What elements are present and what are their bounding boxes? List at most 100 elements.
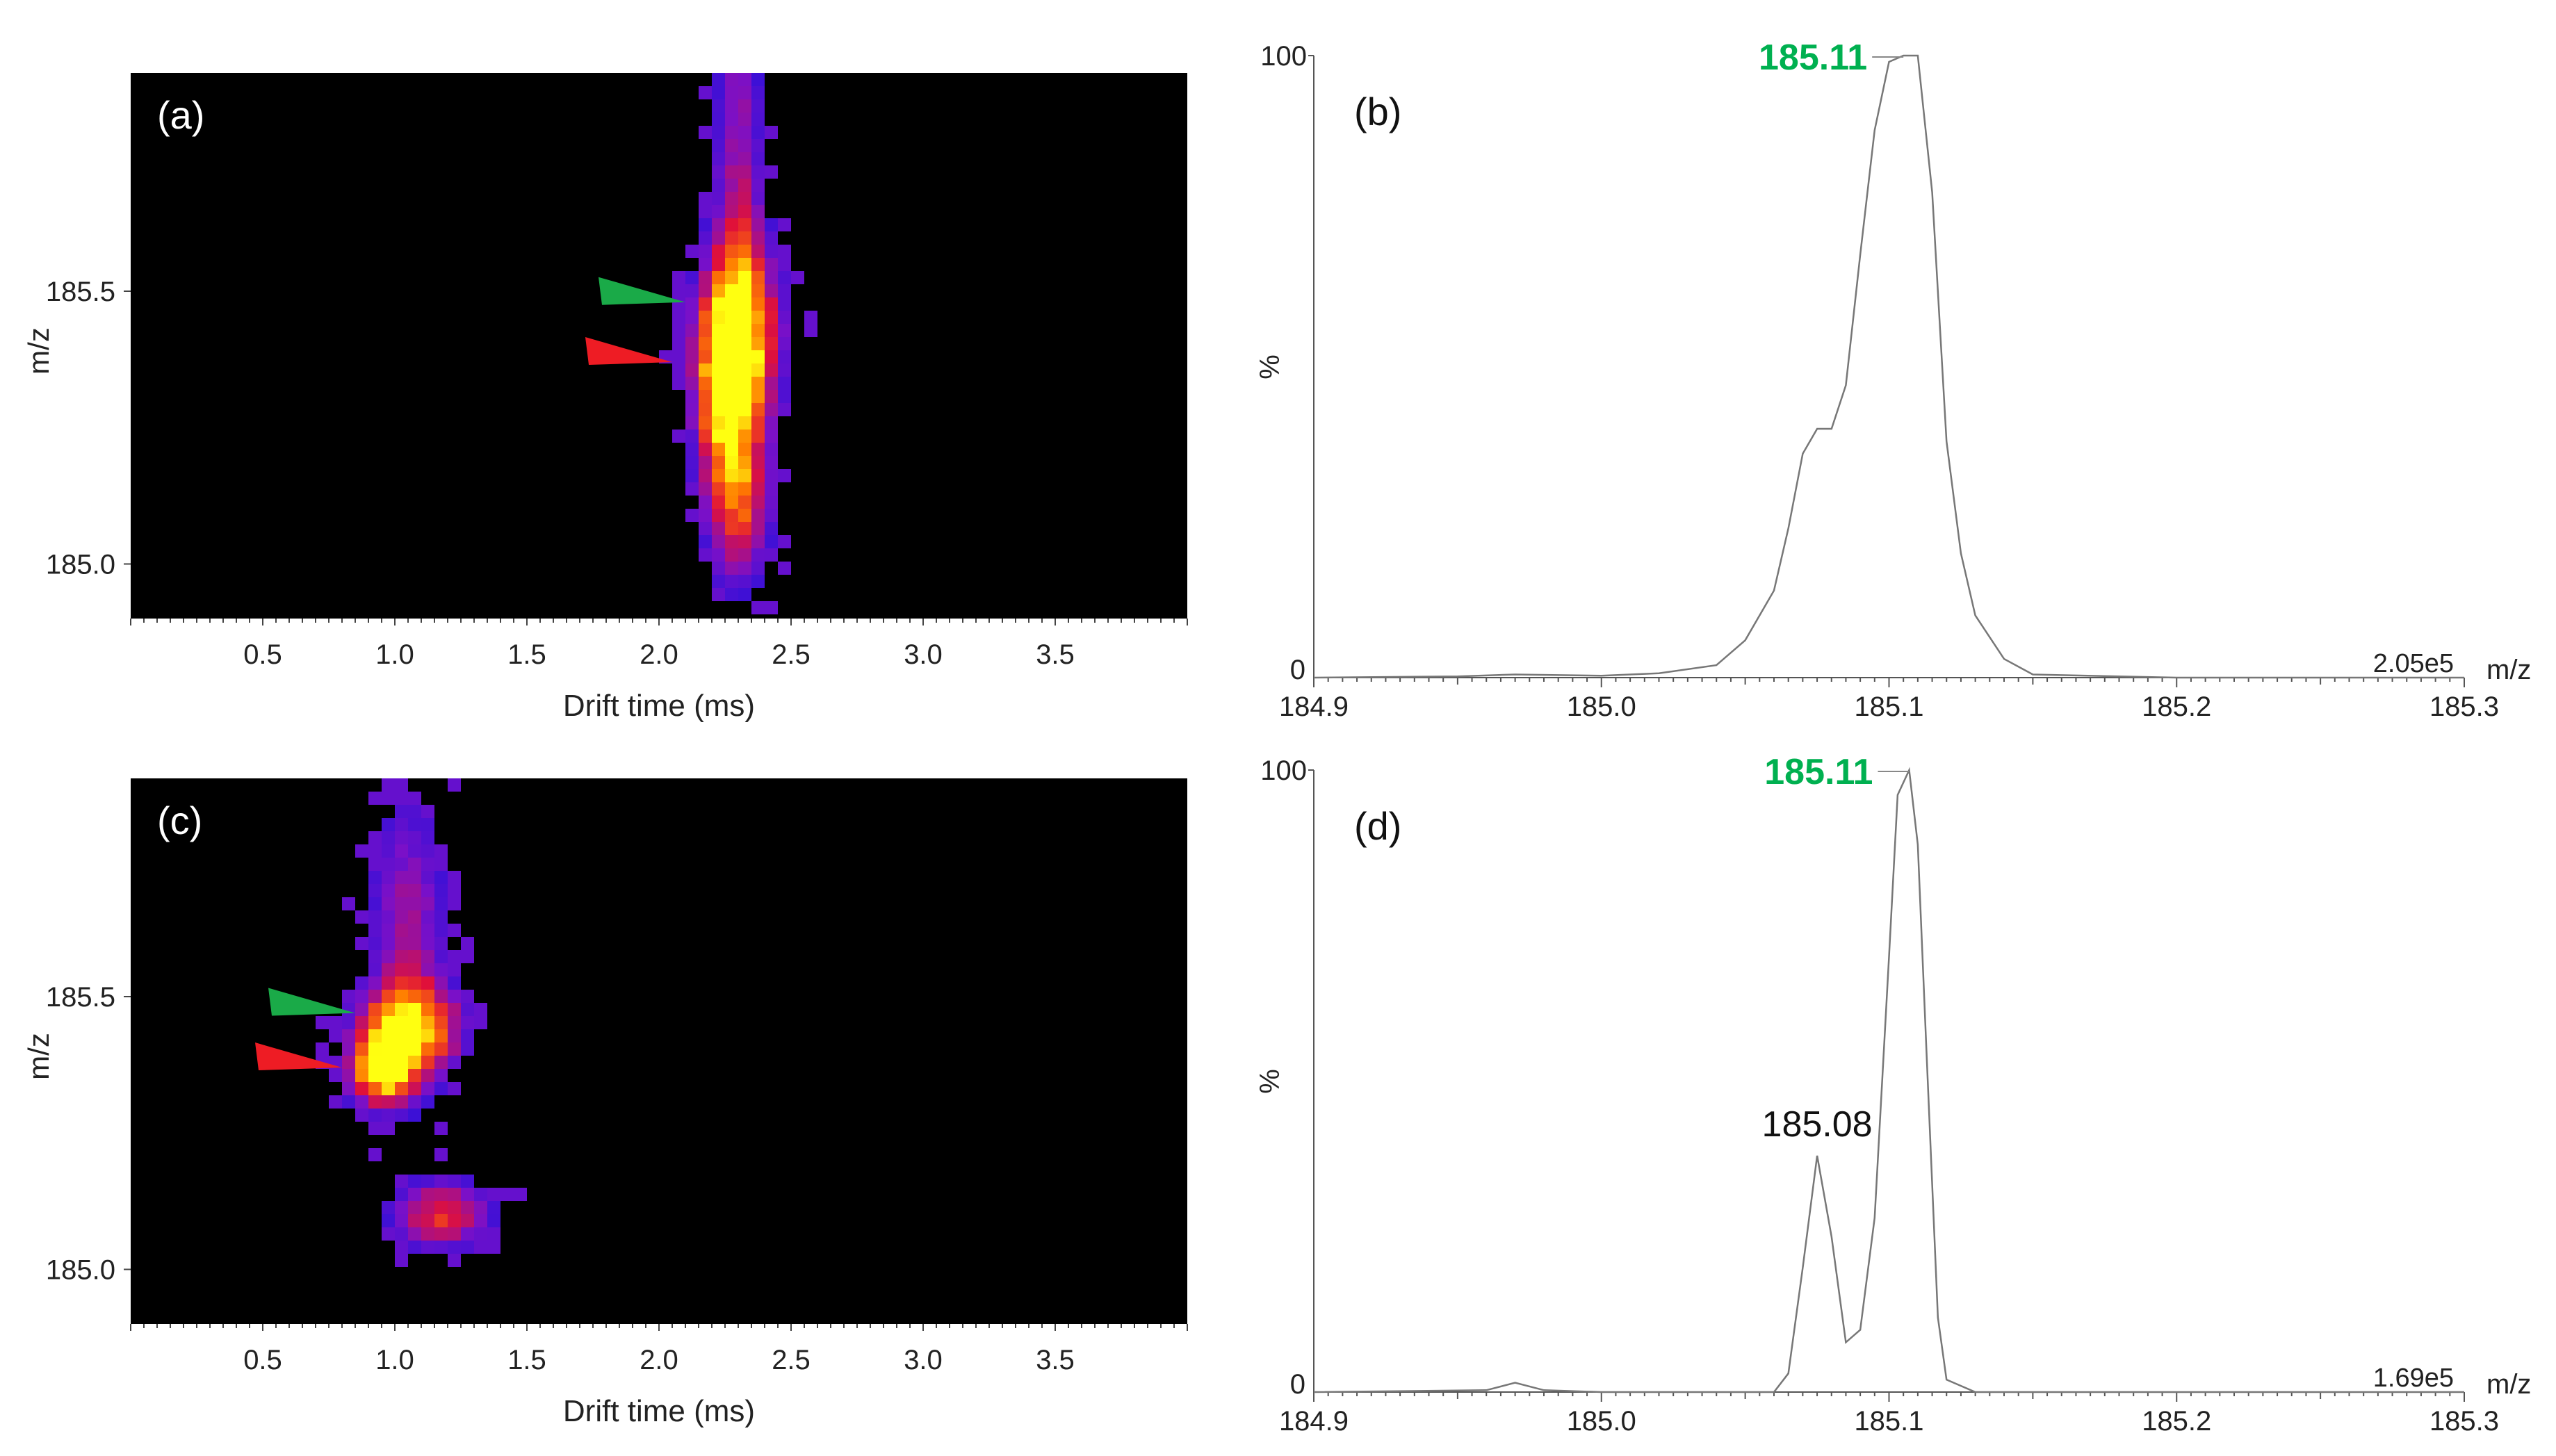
heatmap-cell <box>395 976 408 990</box>
heatmap-cell <box>699 337 712 350</box>
heatmap-cell <box>448 1241 461 1254</box>
heatmap-cell <box>685 245 699 258</box>
heatmap-cell <box>685 363 699 377</box>
heatmap-cell <box>712 192 725 205</box>
heatmap-cell <box>712 245 725 258</box>
heatmap-cell <box>751 535 765 548</box>
heatmap-cell <box>685 271 699 284</box>
heatmap-cell <box>368 1016 382 1029</box>
heatmap-cell <box>382 1201 395 1214</box>
heatmap-cell <box>738 218 751 231</box>
heatmap-cell <box>408 1016 421 1029</box>
heatmap-cell <box>461 1003 474 1016</box>
heatmap-cell <box>368 1029 382 1042</box>
heatmap-cell <box>712 416 725 430</box>
heatmap-cell <box>342 990 355 1003</box>
heatmap-cell <box>434 884 448 897</box>
heatmap-cell <box>765 390 778 403</box>
heatmap-cell <box>395 1003 408 1016</box>
heatmap-cell <box>685 284 699 297</box>
heatmap-cell <box>765 522 778 535</box>
heatmap-cell <box>804 311 817 324</box>
heatmap-cell <box>408 897 421 910</box>
heatmap-cell <box>712 496 725 509</box>
heatmap-cell <box>368 884 382 897</box>
heatmap-cell <box>448 1175 461 1188</box>
heatmap-cell <box>765 284 778 297</box>
heatmap-cell <box>355 1056 368 1069</box>
heatmap-cell <box>725 113 738 126</box>
heatmap-cell <box>725 469 738 482</box>
heatmap-cell <box>434 897 448 910</box>
heatmap-cell <box>368 950 382 963</box>
heatmap-cell <box>395 1188 408 1201</box>
heatmap-cell <box>408 910 421 924</box>
heatmap-cell <box>461 1029 474 1042</box>
heatmap-cell <box>725 575 738 588</box>
heatmap-cell <box>699 535 712 548</box>
heatmap-cell <box>382 778 395 792</box>
heatmap-cell <box>765 311 778 324</box>
heatmap-cell <box>448 1214 461 1227</box>
y-axis-label: m/z <box>22 327 55 375</box>
heatmap-cell <box>765 231 778 245</box>
heatmap-cell <box>461 990 474 1003</box>
heatmap-cell <box>751 113 765 126</box>
heatmap-cell <box>395 910 408 924</box>
heatmap-cell <box>778 363 791 377</box>
heatmap-cell <box>712 403 725 416</box>
heatmap-cell <box>421 1188 434 1201</box>
heatmap-cell <box>685 390 699 403</box>
heatmap-cell <box>434 844 448 858</box>
heatmap-cell <box>699 496 712 509</box>
heatmap-cell <box>434 1175 448 1188</box>
heatmap-cell <box>765 245 778 258</box>
heatmap-cell <box>434 1069 448 1082</box>
heatmap-cell <box>368 831 382 844</box>
heatmap-cell <box>408 1241 421 1254</box>
heatmap-cell <box>421 1003 434 1016</box>
heatmap-cell <box>434 990 448 1003</box>
heatmap-cell <box>765 324 778 337</box>
heatmap-cell <box>382 1082 395 1095</box>
heatmap-cell <box>474 1188 487 1201</box>
heatmap-cell <box>725 522 738 535</box>
heatmap-cell <box>765 601 778 614</box>
heatmap-cell <box>316 1016 329 1029</box>
heatmap-cell <box>421 884 434 897</box>
heatmap-cell <box>672 324 685 337</box>
heatmap-cell <box>395 990 408 1003</box>
heatmap-cell <box>395 1201 408 1214</box>
heatmap-cell <box>738 562 751 575</box>
heatmap-cell <box>685 416 699 430</box>
heatmap-cell <box>738 363 751 377</box>
arrow-marker-185.11 <box>268 988 355 1016</box>
heatmap-cell <box>765 509 778 522</box>
spectrum-panel-b: 184.9 185.0 185.1 185.2 185.3 m/z 100 0% (b) 2.05… <box>1255 38 2531 722</box>
heatmap-cell <box>382 976 395 990</box>
heatmap-cell <box>725 390 738 403</box>
heatmap-cell <box>712 311 725 324</box>
heatmap-cell <box>751 126 765 139</box>
heatmap-cell <box>448 778 461 792</box>
heatmap-cell <box>685 482 699 496</box>
heatmap-cell <box>395 871 408 884</box>
heatmap-cell <box>408 1069 421 1082</box>
heatmap-cell <box>434 1241 448 1254</box>
heatmap-cell <box>738 443 751 456</box>
heatmap-cell <box>751 601 765 614</box>
heatmap-cell <box>751 152 765 165</box>
heatmap-cell <box>434 910 448 924</box>
heatmap-cell <box>738 284 751 297</box>
heatmap-cell <box>712 469 725 482</box>
heatmap-cell <box>448 871 461 884</box>
heatmap-cell <box>408 792 421 805</box>
heatmap-cell <box>751 311 765 324</box>
heatmap-cell <box>395 831 408 844</box>
heatmap-cell <box>672 430 685 443</box>
heatmap-cell <box>448 1029 461 1042</box>
heatmap-cell <box>712 522 725 535</box>
heatmap-cell <box>368 897 382 910</box>
heatmap-cell <box>699 363 712 377</box>
heatmap-cell <box>778 535 791 548</box>
